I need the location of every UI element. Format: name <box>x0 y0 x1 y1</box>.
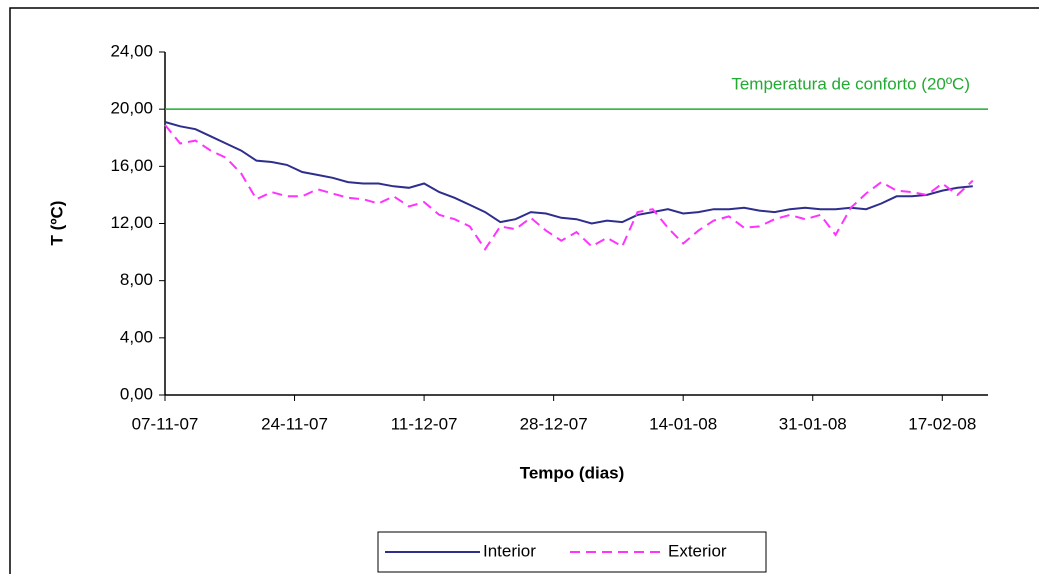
chart-border <box>9 7 1039 574</box>
x-tick-label: 24-11-07 <box>261 414 328 433</box>
x-tick-label: 17-02-08 <box>908 414 976 433</box>
y-tick-label: 12,00 <box>110 213 153 232</box>
x-tick-label: 11-12-07 <box>391 414 458 433</box>
reference-label: Temperatura de conforto (20ºC) <box>731 75 970 94</box>
x-tick-label: 31-01-08 <box>779 414 847 433</box>
y-axis-label: T (ºC) <box>47 201 66 246</box>
legend-label: Exterior <box>668 541 727 560</box>
y-tick-label: 0,00 <box>120 384 153 403</box>
series-line <box>164 124 974 251</box>
y-tick-label: 20,00 <box>110 99 153 118</box>
x-tick-label: 14-01-08 <box>649 414 717 433</box>
y-tick-label: 16,00 <box>110 156 153 175</box>
series-line <box>164 121 973 225</box>
legend-label: Interior <box>483 541 536 560</box>
y-tick-label: 4,00 <box>120 327 153 346</box>
x-tick-label: 07-11-07 <box>132 414 199 433</box>
x-tick-label: 28-12-07 <box>520 414 588 433</box>
y-tick-label: 8,00 <box>120 270 153 289</box>
y-tick-label: 24,00 <box>110 41 153 60</box>
x-axis-label: Tempo (dias) <box>520 463 625 482</box>
